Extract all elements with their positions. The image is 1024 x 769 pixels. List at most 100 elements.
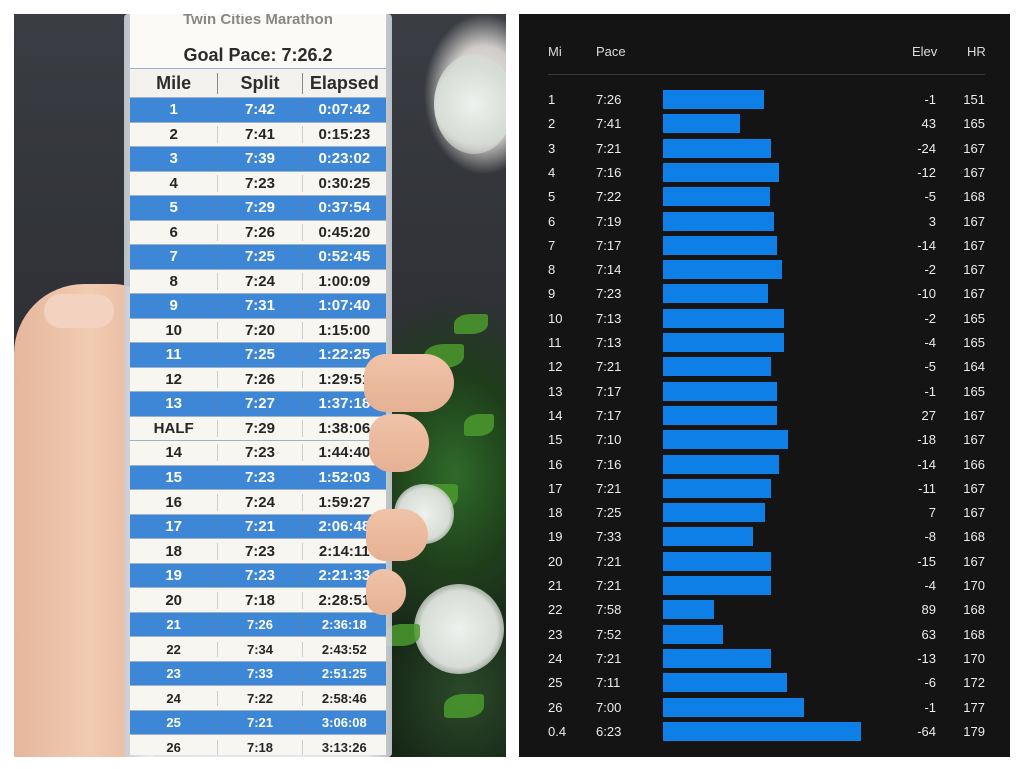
split-hr: 165 (963, 335, 985, 350)
band-row: 13 7:27 1:37:18 (130, 391, 386, 416)
split-elev: -64 (917, 723, 936, 739)
band-elapsed: 1:38:06 (318, 419, 371, 437)
split-mile: 14 (548, 407, 563, 423)
band-elapsed: 2:58:46 (321, 690, 367, 706)
split-elev: -12 (917, 164, 936, 180)
pace-bar (663, 600, 714, 620)
split-mile: 20 (548, 553, 563, 569)
split-row: 20 7:21 -15 167 (519, 550, 1010, 574)
split-pace: 7:13 (596, 310, 622, 326)
split-mile: 21 (548, 578, 563, 593)
leaf-pattern (384, 624, 420, 646)
band-row: 8 7:24 1:00:09 (130, 268, 386, 294)
split-pace: 6:23 (596, 723, 622, 739)
band-mile: HALF (130, 419, 219, 437)
band-row: 25 7:21 3:06:08 (130, 709, 386, 735)
band-elapsed: 1:44:40 (318, 444, 371, 462)
split-row: 7 7:17 -14 167 (519, 234, 1010, 258)
split-pace: 7:58 (596, 602, 622, 618)
band-mile: 2 (130, 125, 219, 143)
split-row: 8 7:14 -2 167 (519, 258, 1010, 282)
band-split: 7:18 (218, 739, 303, 755)
split-mile: 8 (548, 262, 556, 278)
pace-bar (663, 503, 765, 523)
band-mile: 20 (130, 591, 219, 609)
band-row: 22 7:34 2:43:52 (130, 636, 386, 661)
split-row: 19 7:33 -8 168 (519, 525, 1010, 549)
header-elapsed: Elapsed (309, 72, 379, 93)
band-elapsed: 2:06:48 (318, 518, 371, 536)
split-elev: -18 (917, 432, 936, 448)
pace-bar (663, 697, 804, 717)
split-pace: 7:41 (596, 116, 622, 132)
split-mile: 9 (548, 286, 556, 302)
split-elev: -1 (924, 92, 936, 107)
split-hr: 167 (963, 213, 985, 229)
band-mile: 17 (130, 518, 219, 536)
band-split: 7:29 (218, 199, 303, 217)
band-mile: 15 (130, 468, 219, 486)
split-pace: 7:21 (596, 553, 622, 569)
band-mile: 13 (130, 395, 219, 413)
split-pace: 7:17 (596, 383, 622, 399)
band-mile: 7 (130, 248, 219, 266)
finger (366, 569, 406, 615)
split-elev: 63 (921, 626, 936, 642)
band-mile: 11 (130, 346, 219, 364)
band-elapsed: 1:52:03 (318, 468, 371, 486)
split-hr: 167 (963, 262, 985, 278)
band-mile: 4 (130, 174, 219, 192)
split-elev: -14 (917, 237, 936, 253)
band-elapsed: 1:07:40 (318, 297, 371, 315)
band-mile: 5 (130, 199, 219, 217)
pace-bar (663, 624, 723, 644)
split-hr: 167 (963, 140, 985, 156)
band-row: 5 7:29 0:37:54 (130, 195, 386, 220)
band-mile: 22 (130, 641, 219, 657)
split-pace: 7:10 (596, 432, 622, 448)
split-row: 22 7:58 89 168 (519, 598, 1010, 622)
split-mile: 6 (548, 213, 556, 229)
header-elev: Elev (912, 44, 938, 59)
band-elapsed: 1:29:51 (318, 370, 371, 388)
split-row: 13 7:17 -1 165 (519, 380, 1010, 404)
split-elev: -1 (924, 699, 936, 715)
band-row: 24 7:22 2:58:46 (130, 685, 386, 710)
pace-bar (663, 551, 771, 571)
header-mile: Mile (130, 72, 219, 94)
pace-bar (663, 114, 740, 134)
band-mile: 24 (130, 690, 219, 706)
pace-bar (663, 430, 788, 450)
split-row: 2 7:41 43 165 (519, 112, 1010, 136)
split-hr: 168 (963, 626, 985, 642)
band-elapsed: 2:21:33 (318, 567, 371, 585)
splits-panel: Mi Pace Elev HR 1 7:26 -1 151 2 7:41 43 165 3 7:2… (519, 14, 1010, 757)
split-mile: 10 (548, 310, 563, 326)
shoe-blur (434, 54, 506, 154)
split-mile: 12 (548, 359, 563, 375)
band-row: HALF 7:29 1:38:06 (130, 415, 386, 441)
pace-bar (663, 308, 784, 328)
pace-band: Twin Cities Marathon Goal Pace: 7:26.2 M… (130, 14, 386, 755)
band-split: 7:25 (218, 248, 303, 266)
band-row: 12 7:26 1:29:51 (130, 366, 386, 392)
band-elapsed: 1:00:09 (318, 272, 371, 290)
split-row: 18 7:25 7 167 (519, 501, 1010, 525)
split-row: 24 7:21 -13 170 (519, 647, 1010, 671)
split-pace: 7:26 (596, 92, 622, 107)
split-elev: -4 (924, 335, 936, 350)
pace-bar (663, 721, 861, 741)
band-elapsed: 0:30:25 (318, 174, 371, 192)
split-pace: 7:23 (596, 286, 622, 302)
header-pace: Pace (596, 44, 626, 59)
split-pace: 7:00 (596, 699, 622, 715)
band-row: 3 7:39 0:23:02 (130, 146, 386, 171)
split-pace: 7:25 (596, 505, 622, 521)
pace-bar (663, 454, 779, 474)
split-row: 17 7:21 -11 167 (519, 477, 1010, 501)
split-elev: -8 (924, 529, 936, 545)
band-split: 7:21 (218, 518, 303, 536)
band-split: 7:24 (218, 493, 303, 511)
split-pace: 7:21 (596, 480, 622, 496)
band-split: 7:22 (218, 690, 303, 706)
